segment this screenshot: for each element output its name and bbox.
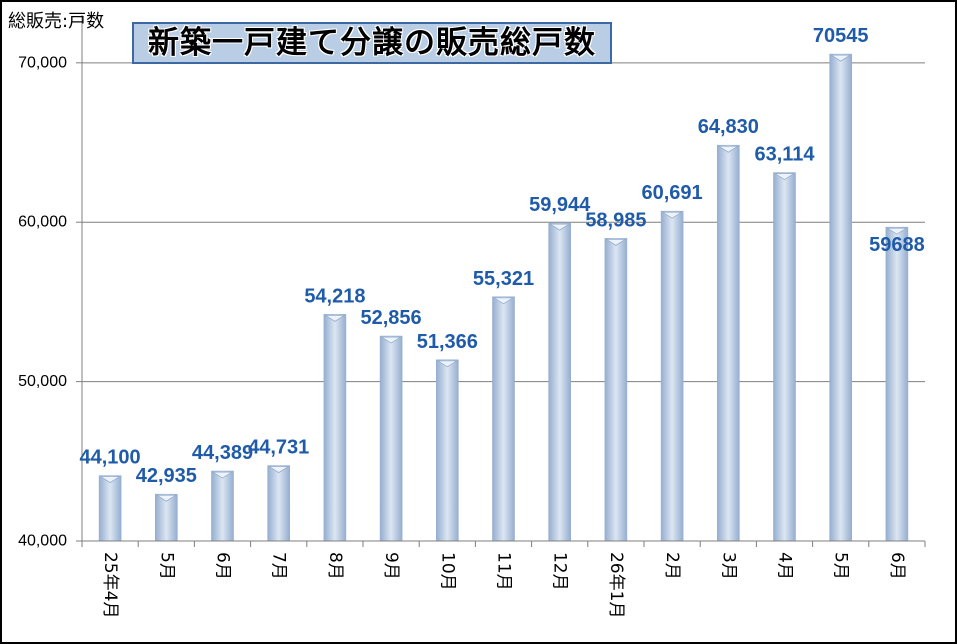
chart-title: 新築一戸建て分譲の販売総戸数 <box>132 22 612 64</box>
bar <box>98 475 122 542</box>
data-label: 70545 <box>813 25 869 47</box>
bar-cap <box>436 360 459 368</box>
bar <box>660 210 684 542</box>
bar-cap <box>211 471 234 479</box>
bar-cap <box>605 238 627 246</box>
x-tick-label: 6月 <box>887 552 907 580</box>
data-label: 59688 <box>869 234 925 256</box>
data-label: 44,389 <box>192 442 253 464</box>
y-tick-label: 60,000 <box>18 214 67 231</box>
y-tick-label: 40,000 <box>18 533 67 550</box>
data-label: 60,691 <box>642 182 703 204</box>
bar <box>435 359 459 542</box>
bar <box>492 296 515 542</box>
bar-cap <box>886 227 908 235</box>
x-tick-label: 26年1月 <box>606 552 626 618</box>
x-tick-label: 9月 <box>381 552 401 580</box>
x-tick-label: 6月 <box>213 552 233 580</box>
y-tick-label: 50,000 <box>18 373 67 390</box>
data-label: 54,218 <box>304 285 365 307</box>
bar <box>604 238 628 542</box>
data-label: 42,935 <box>136 465 197 487</box>
bar <box>716 144 740 542</box>
data-label: 58,985 <box>585 209 646 231</box>
x-tick-label: 3月 <box>718 552 738 580</box>
bar <box>267 465 291 542</box>
x-tick-label: 12月 <box>550 552 570 591</box>
bar-cap <box>829 54 852 62</box>
data-label: 44,100 <box>80 447 141 469</box>
bar <box>885 226 909 542</box>
bar-cap <box>492 297 515 305</box>
x-tick-label: 25年4月 <box>100 552 120 618</box>
bar-cap <box>661 211 683 219</box>
x-tick-label: 8月 <box>325 552 345 580</box>
x-tick-label: 10月 <box>437 552 457 591</box>
bar-cap <box>717 145 740 153</box>
y-axis-title: 総販売:戸数 <box>8 11 105 32</box>
x-tick-label: 5月 <box>831 552 851 580</box>
bar <box>379 335 403 542</box>
bar-cap <box>324 314 346 322</box>
bar <box>211 470 234 542</box>
x-tick-label: 11月 <box>494 552 514 591</box>
bar-cap <box>155 494 178 502</box>
data-label: 59,944 <box>529 194 591 216</box>
x-tick-label: 2月 <box>662 552 682 580</box>
data-label: 64,830 <box>698 116 759 138</box>
data-label: 63,114 <box>754 144 815 166</box>
data-label: 51,366 <box>417 331 478 353</box>
x-tick-label: 5月 <box>156 552 176 580</box>
bar <box>773 172 796 542</box>
bar-cap <box>773 173 796 181</box>
bar-cap <box>380 336 402 344</box>
bar-cap <box>267 466 290 474</box>
x-tick-label: 7月 <box>269 552 289 580</box>
data-label: 52,856 <box>361 307 422 329</box>
bar <box>548 222 572 542</box>
x-tick-label: 4月 <box>775 552 795 580</box>
bar-cap <box>548 223 571 231</box>
bar <box>323 314 347 542</box>
y-tick-label: 70,000 <box>18 54 67 71</box>
data-label: 55,321 <box>473 268 534 290</box>
data-label: 44,731 <box>248 437 309 459</box>
bar-cap <box>99 476 121 484</box>
bar <box>829 53 853 542</box>
